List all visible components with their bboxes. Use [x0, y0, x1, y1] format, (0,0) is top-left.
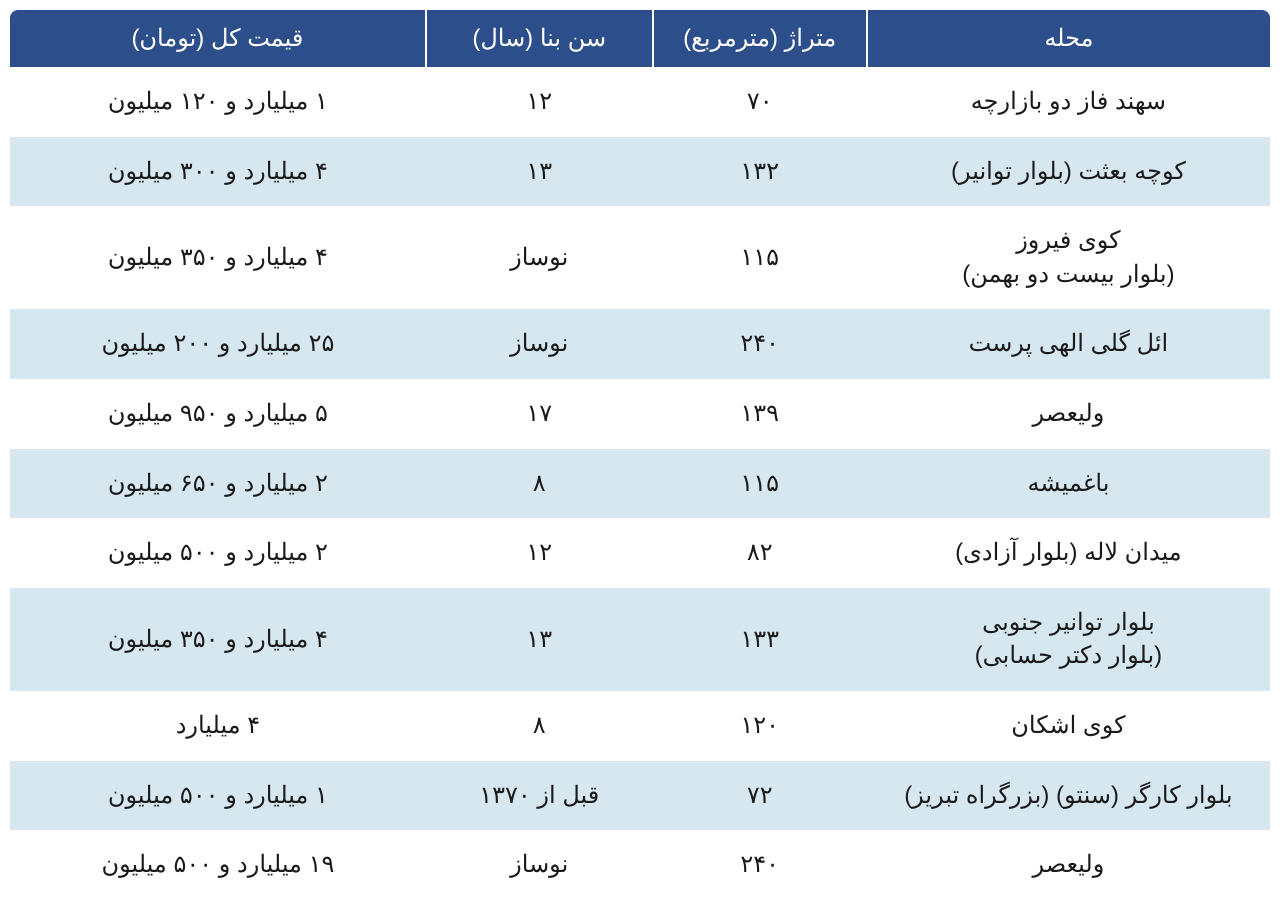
- column-header-area: متراژ (مترمربع): [653, 10, 867, 67]
- cell-neighborhood: بلوار کارگر (سنتو) (بزرگراه تبریز): [867, 761, 1270, 831]
- cell-age: نوساز: [426, 206, 653, 309]
- table-row: ولیعصر ۲۴۰ نوساز ۱۹ میلیارد و ۵۰۰ میلیون: [10, 830, 1270, 900]
- table-body: سهند فاز دو بازارچه ۷۰ ۱۲ ۱ میلیارد و ۱۲…: [10, 67, 1270, 900]
- cell-age: نوساز: [426, 830, 653, 900]
- cell-area: ۱۱۵: [653, 206, 867, 309]
- cell-area: ۱۱۵: [653, 449, 867, 519]
- cell-price: ۴ میلیارد و ۳۵۰ میلیون: [10, 588, 426, 691]
- cell-area: ۱۳۳: [653, 588, 867, 691]
- cell-age: ۸: [426, 449, 653, 519]
- header-row: محله متراژ (مترمربع) سن بنا (سال) قیمت ک…: [10, 10, 1270, 67]
- cell-area: ۱۳۹: [653, 379, 867, 449]
- cell-neighborhood: ولیعصر: [867, 379, 1270, 449]
- cell-price: ۱۹ میلیارد و ۵۰۰ میلیون: [10, 830, 426, 900]
- cell-age: ۱۲: [426, 518, 653, 588]
- cell-area: ۱۳۲: [653, 137, 867, 207]
- cell-age: ۱۲: [426, 67, 653, 137]
- cell-area: ۲۴۰: [653, 830, 867, 900]
- cell-neighborhood: کوچه بعثت (بلوار توانیر): [867, 137, 1270, 207]
- cell-price: ۲ میلیارد و ۶۵۰ میلیون: [10, 449, 426, 519]
- cell-neighborhood: میدان لاله (بلوار آزادی): [867, 518, 1270, 588]
- cell-neighborhood: باغمیشه: [867, 449, 1270, 519]
- cell-price: ۱ میلیارد و ۱۲۰ میلیون: [10, 67, 426, 137]
- cell-neighborhood: سهند فاز دو بازارچه: [867, 67, 1270, 137]
- cell-area: ۲۴۰: [653, 309, 867, 379]
- cell-area: ۱۲۰: [653, 691, 867, 761]
- table-row: سهند فاز دو بازارچه ۷۰ ۱۲ ۱ میلیارد و ۱۲…: [10, 67, 1270, 137]
- cell-price: ۵ میلیارد و ۹۵۰ میلیون: [10, 379, 426, 449]
- table-row: ولیعصر ۱۳۹ ۱۷ ۵ میلیارد و ۹۵۰ میلیون: [10, 379, 1270, 449]
- cell-neighborhood: بلوار توانیر جنوبی (بلوار دکتر حسابی): [867, 588, 1270, 691]
- cell-area: ۸۲: [653, 518, 867, 588]
- cell-age: ۱۳: [426, 588, 653, 691]
- table-row: ائل گلی الهی پرست ۲۴۰ نوساز ۲۵ میلیارد و…: [10, 309, 1270, 379]
- table-row: کوچه بعثت (بلوار توانیر) ۱۳۲ ۱۳ ۴ میلیار…: [10, 137, 1270, 207]
- cell-neighborhood: ولیعصر: [867, 830, 1270, 900]
- table-row: باغمیشه ۱۱۵ ۸ ۲ میلیارد و ۶۵۰ میلیون: [10, 449, 1270, 519]
- cell-price: ۲۵ میلیارد و ۲۰۰ میلیون: [10, 309, 426, 379]
- table-row: میدان لاله (بلوار آزادی) ۸۲ ۱۲ ۲ میلیارد…: [10, 518, 1270, 588]
- table-row: بلوار توانیر جنوبی (بلوار دکتر حسابی) ۱۳…: [10, 588, 1270, 691]
- cell-neighborhood: کوی اشکان: [867, 691, 1270, 761]
- cell-age: ۱۷: [426, 379, 653, 449]
- cell-age: قبل از ۱۳۷۰: [426, 761, 653, 831]
- column-header-neighborhood: محله: [867, 10, 1270, 67]
- table-row: بلوار کارگر (سنتو) (بزرگراه تبریز) ۷۲ قب…: [10, 761, 1270, 831]
- cell-age: ۱۳: [426, 137, 653, 207]
- table-row: کوی اشکان ۱۲۰ ۸ ۴ میلیارد: [10, 691, 1270, 761]
- cell-age: نوساز: [426, 309, 653, 379]
- price-table-container: محله متراژ (مترمربع) سن بنا (سال) قیمت ک…: [10, 10, 1270, 900]
- cell-area: ۷۲: [653, 761, 867, 831]
- cell-age: ۸: [426, 691, 653, 761]
- column-header-age: سن بنا (سال): [426, 10, 653, 67]
- cell-price: ۱ میلیارد و ۵۰۰ میلیون: [10, 761, 426, 831]
- cell-price: ۴ میلیارد و ۳۰۰ میلیون: [10, 137, 426, 207]
- table-row: کوی فیروز (بلوار بیست دو بهمن) ۱۱۵ نوساز…: [10, 206, 1270, 309]
- cell-neighborhood: کوی فیروز (بلوار بیست دو بهمن): [867, 206, 1270, 309]
- cell-neighborhood: ائل گلی الهی پرست: [867, 309, 1270, 379]
- cell-price: ۴ میلیارد و ۳۵۰ میلیون: [10, 206, 426, 309]
- cell-area: ۷۰: [653, 67, 867, 137]
- table-head: محله متراژ (مترمربع) سن بنا (سال) قیمت ک…: [10, 10, 1270, 67]
- price-table: محله متراژ (مترمربع) سن بنا (سال) قیمت ک…: [10, 10, 1270, 900]
- column-header-price: قیمت کل (تومان): [10, 10, 426, 67]
- cell-price: ۴ میلیارد: [10, 691, 426, 761]
- cell-price: ۲ میلیارد و ۵۰۰ میلیون: [10, 518, 426, 588]
